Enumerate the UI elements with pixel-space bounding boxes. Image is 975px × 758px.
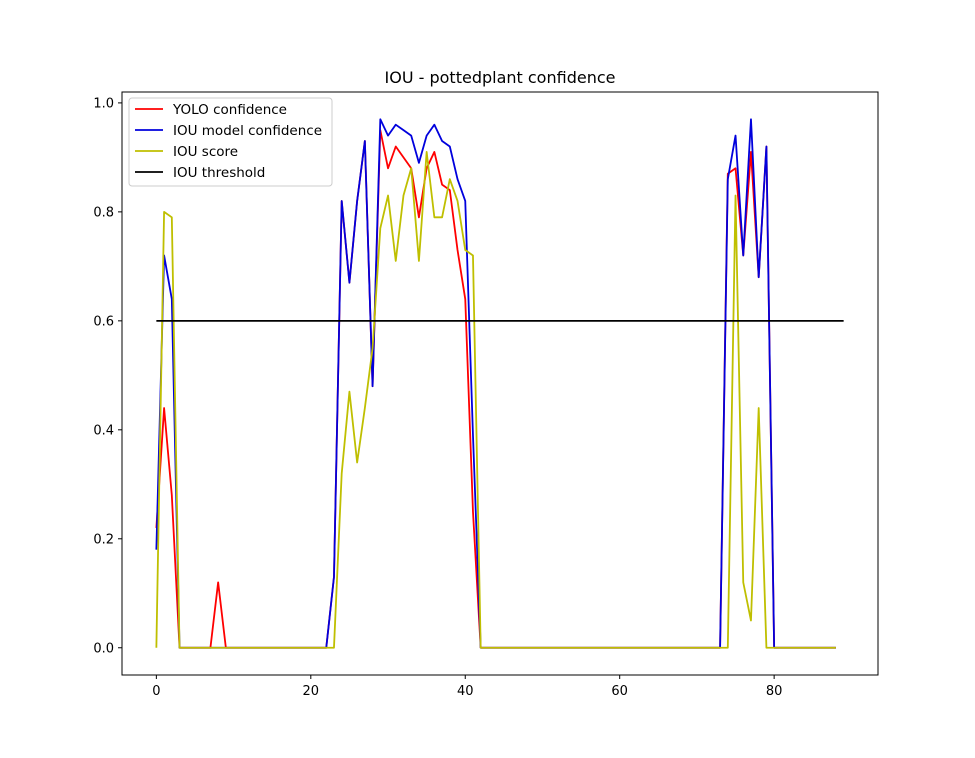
y-tick-label: 0.6 — [93, 314, 114, 329]
series-group — [155, 118, 844, 649]
legend-label-iou-model-confidence: IOU model confidence — [173, 123, 322, 139]
axes-frame — [121, 91, 879, 676]
x-tick-label: 40 — [457, 684, 474, 699]
x-tick-label: 60 — [611, 684, 628, 699]
y-tick-label: 0.4 — [93, 423, 114, 438]
y-tick-label: 1.0 — [93, 96, 114, 111]
legend: YOLO confidence IOU model confidence IOU s… — [128, 97, 333, 187]
x-tick-label: 0 — [152, 684, 160, 699]
chart-title: IOU - pottedplant confidence — [385, 68, 616, 87]
y-tick-label: 0.2 — [93, 532, 114, 547]
legend-label-iou-score: IOU score — [173, 144, 238, 160]
legend-label-yolo-confidence: YOLO confidence — [172, 102, 287, 118]
y-axis-ticks: 0.0 0.2 0.4 0.6 0.8 1.0 — [93, 96, 122, 656]
series-line-iou-score — [155, 151, 836, 649]
y-tick-label: 0.8 — [93, 205, 114, 220]
legend-box — [128, 97, 333, 187]
legend-label-iou-threshold: IOU threshold — [173, 165, 265, 181]
x-axis-ticks: 0 20 40 60 80 — [152, 675, 782, 699]
plot-area: 0 20 40 60 80 0.0 0.2 0.4 0.6 0.8 1.0 — [93, 91, 879, 699]
x-tick-label: 20 — [303, 684, 320, 699]
x-tick-label: 80 — [766, 684, 783, 699]
y-tick-label: 0.0 — [93, 641, 114, 656]
